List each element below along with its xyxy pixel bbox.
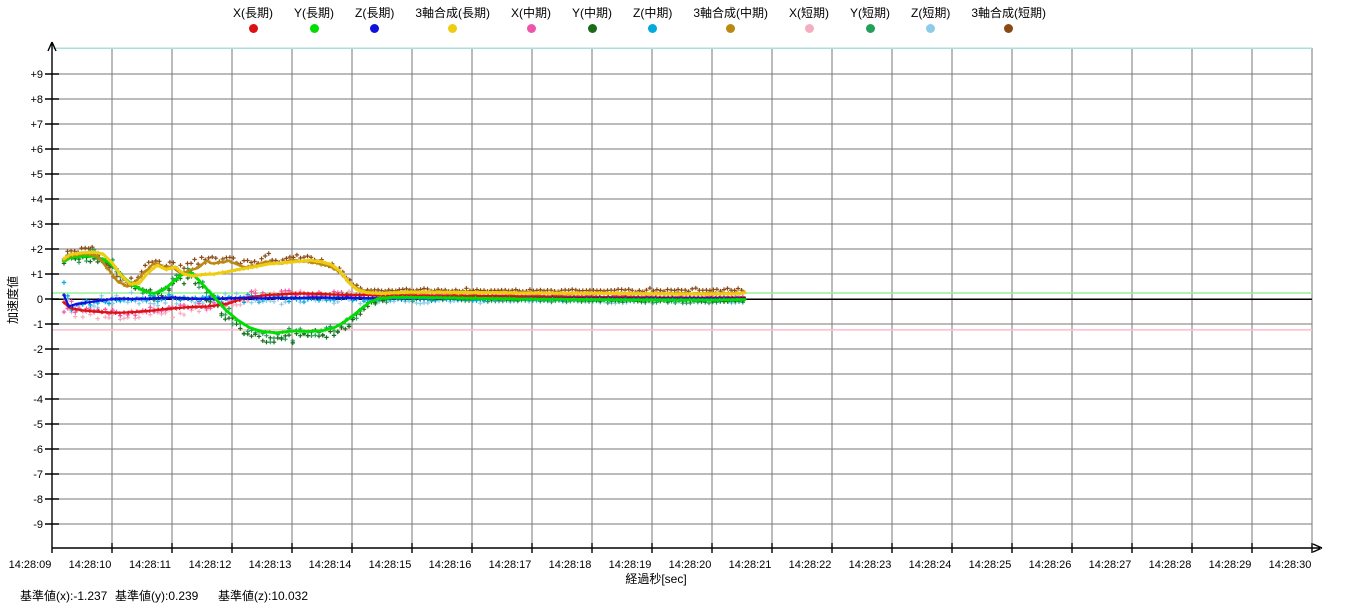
legend-label: 3軸合成(長期) xyxy=(415,6,490,20)
y-tick-label: -5 xyxy=(33,419,43,431)
y-tick-label: -7 xyxy=(33,469,43,481)
y-tick-label: +1 xyxy=(30,269,43,281)
x-tick-label: 14:28:28 xyxy=(1149,559,1192,571)
x-tick-label: 14:28:10 xyxy=(69,559,112,571)
legend-color-dot xyxy=(648,24,658,33)
y-axis-title: 加速度値 xyxy=(6,276,20,325)
legend: X(長期) Y(長期) Z(長期) 3軸合成(長期) X(中期) Y(中期) Z(中期) 3軸… xyxy=(233,7,1046,33)
y-tick-label: +3 xyxy=(30,219,43,231)
legend-label: X(中期) xyxy=(511,6,551,20)
legend-label: Y(長期) xyxy=(294,6,334,20)
y-tick-label: -4 xyxy=(33,394,43,406)
x-tick-label: 14:28:17 xyxy=(489,559,532,571)
legend-item-sum-short[interactable]: 3軸合成(短期) xyxy=(971,7,1046,33)
y-tick-label: +6 xyxy=(30,144,43,156)
y-tick-label: -9 xyxy=(33,519,43,531)
x-tick-label: 14:28:24 xyxy=(909,559,952,571)
legend-color-dot xyxy=(865,24,875,33)
x-axis-title: 経過秒[sec] xyxy=(625,572,687,586)
legend-item-z-short[interactable]: Z(短期) xyxy=(911,7,950,33)
legend-item-x-short[interactable]: X(短期) xyxy=(789,7,829,33)
legend-label: 3軸合成(短期) xyxy=(971,6,1046,20)
x-tick-label: 14:28:13 xyxy=(249,559,292,571)
x-tick-label: 14:28:12 xyxy=(189,559,232,571)
x-tick-label: 14:28:21 xyxy=(729,559,772,571)
x-tick-label: 14:28:09 xyxy=(9,559,52,571)
baseline-y-readout: 基準値(y):0.239 xyxy=(115,589,199,603)
legend-item-sum-long[interactable]: 3軸合成(長期) xyxy=(415,7,490,33)
legend-label: Z(中期) xyxy=(633,6,673,20)
baseline-z-readout: 基準値(z):10.032 xyxy=(218,589,309,603)
legend-label: X(長期) xyxy=(233,6,273,20)
legend-item-x-long[interactable]: X(長期) xyxy=(233,7,273,33)
x-tick-label: 14:28:18 xyxy=(549,559,592,571)
x-tick-label: 14:28:23 xyxy=(849,559,892,571)
y-tick-label: -3 xyxy=(33,369,43,381)
x-tick-label: 14:28:14 xyxy=(309,559,352,571)
y-tick-label: -8 xyxy=(33,494,43,506)
x-tick-label: 14:28:19 xyxy=(609,559,652,571)
y-tick-label: +5 xyxy=(30,169,43,181)
x-tick-label: 14:28:26 xyxy=(1029,559,1072,571)
legend-item-y-long[interactable]: Y(長期) xyxy=(294,7,334,33)
legend-label: Z(短期) xyxy=(911,6,951,20)
legend-color-dot xyxy=(587,24,597,33)
legend-color-dot xyxy=(526,24,536,33)
legend-item-y-short[interactable]: Y(短期) xyxy=(850,7,890,33)
legend-item-z-long[interactable]: Z(長期) xyxy=(355,7,394,33)
y-tick-label: +7 xyxy=(30,119,43,131)
y-tick-label: +9 xyxy=(30,69,43,81)
legend-label: Y(短期) xyxy=(850,6,890,20)
legend-label: Z(長期) xyxy=(355,6,395,20)
legend-label: Y(中期) xyxy=(572,6,612,20)
y-tick-label: -1 xyxy=(33,319,43,331)
x-tick-label: 14:28:11 xyxy=(129,559,171,571)
x-tick-label: 14:28:15 xyxy=(369,559,412,571)
x-tick-label: 14:28:29 xyxy=(1209,559,1252,571)
legend-color-dot xyxy=(448,24,458,33)
legend-color-dot xyxy=(309,24,319,33)
baseline-readouts: 基準値(x):-1.237 基準値(y):0.239 基準値(z):10.032 xyxy=(0,587,1350,607)
legend-color-dot xyxy=(926,24,936,33)
x-tick-label: 14:28:16 xyxy=(429,559,472,571)
y-tick-label: 0 xyxy=(37,294,43,306)
tick-labels: +9 +8 +7 +6 +5 +4 +3 +2 +1 0 -1 -2 -3 -4 -5 -6 -7 -8 -9 14:… xyxy=(9,69,1312,571)
legend-color-dot xyxy=(726,24,736,33)
legend-color-dot xyxy=(804,24,814,33)
y-tick-label: +4 xyxy=(30,194,43,206)
legend-label: 3軸合成(中期) xyxy=(693,6,768,20)
x-tick-label: 14:28:22 xyxy=(789,559,832,571)
series-sum-long-markers xyxy=(62,250,743,297)
x-tick-label: 14:28:27 xyxy=(1089,559,1132,571)
y-tick-label: +2 xyxy=(30,244,43,256)
y-tick-label: +8 xyxy=(30,94,43,106)
legend-color-dot xyxy=(370,24,380,33)
legend-color-dot xyxy=(248,24,258,33)
legend-item-sum-mid[interactable]: 3軸合成(中期) xyxy=(693,7,768,33)
axes xyxy=(45,41,1323,553)
legend-color-dot xyxy=(1004,24,1014,33)
y-tick-label: -2 xyxy=(33,344,43,356)
legend-item-y-mid[interactable]: Y(中期) xyxy=(572,7,612,33)
x-tick-label: 14:28:30 xyxy=(1269,559,1312,571)
legend-label: X(短期) xyxy=(789,6,829,20)
x-tick-label: 14:28:25 xyxy=(969,559,1012,571)
y-tick-label: -6 xyxy=(33,444,43,456)
x-tick-label: 14:28:20 xyxy=(669,559,712,571)
legend-item-z-mid[interactable]: Z(中期) xyxy=(633,7,672,33)
legend-item-x-mid[interactable]: X(中期) xyxy=(511,7,551,33)
baseline-x-readout: 基準値(x):-1.237 xyxy=(20,589,108,603)
